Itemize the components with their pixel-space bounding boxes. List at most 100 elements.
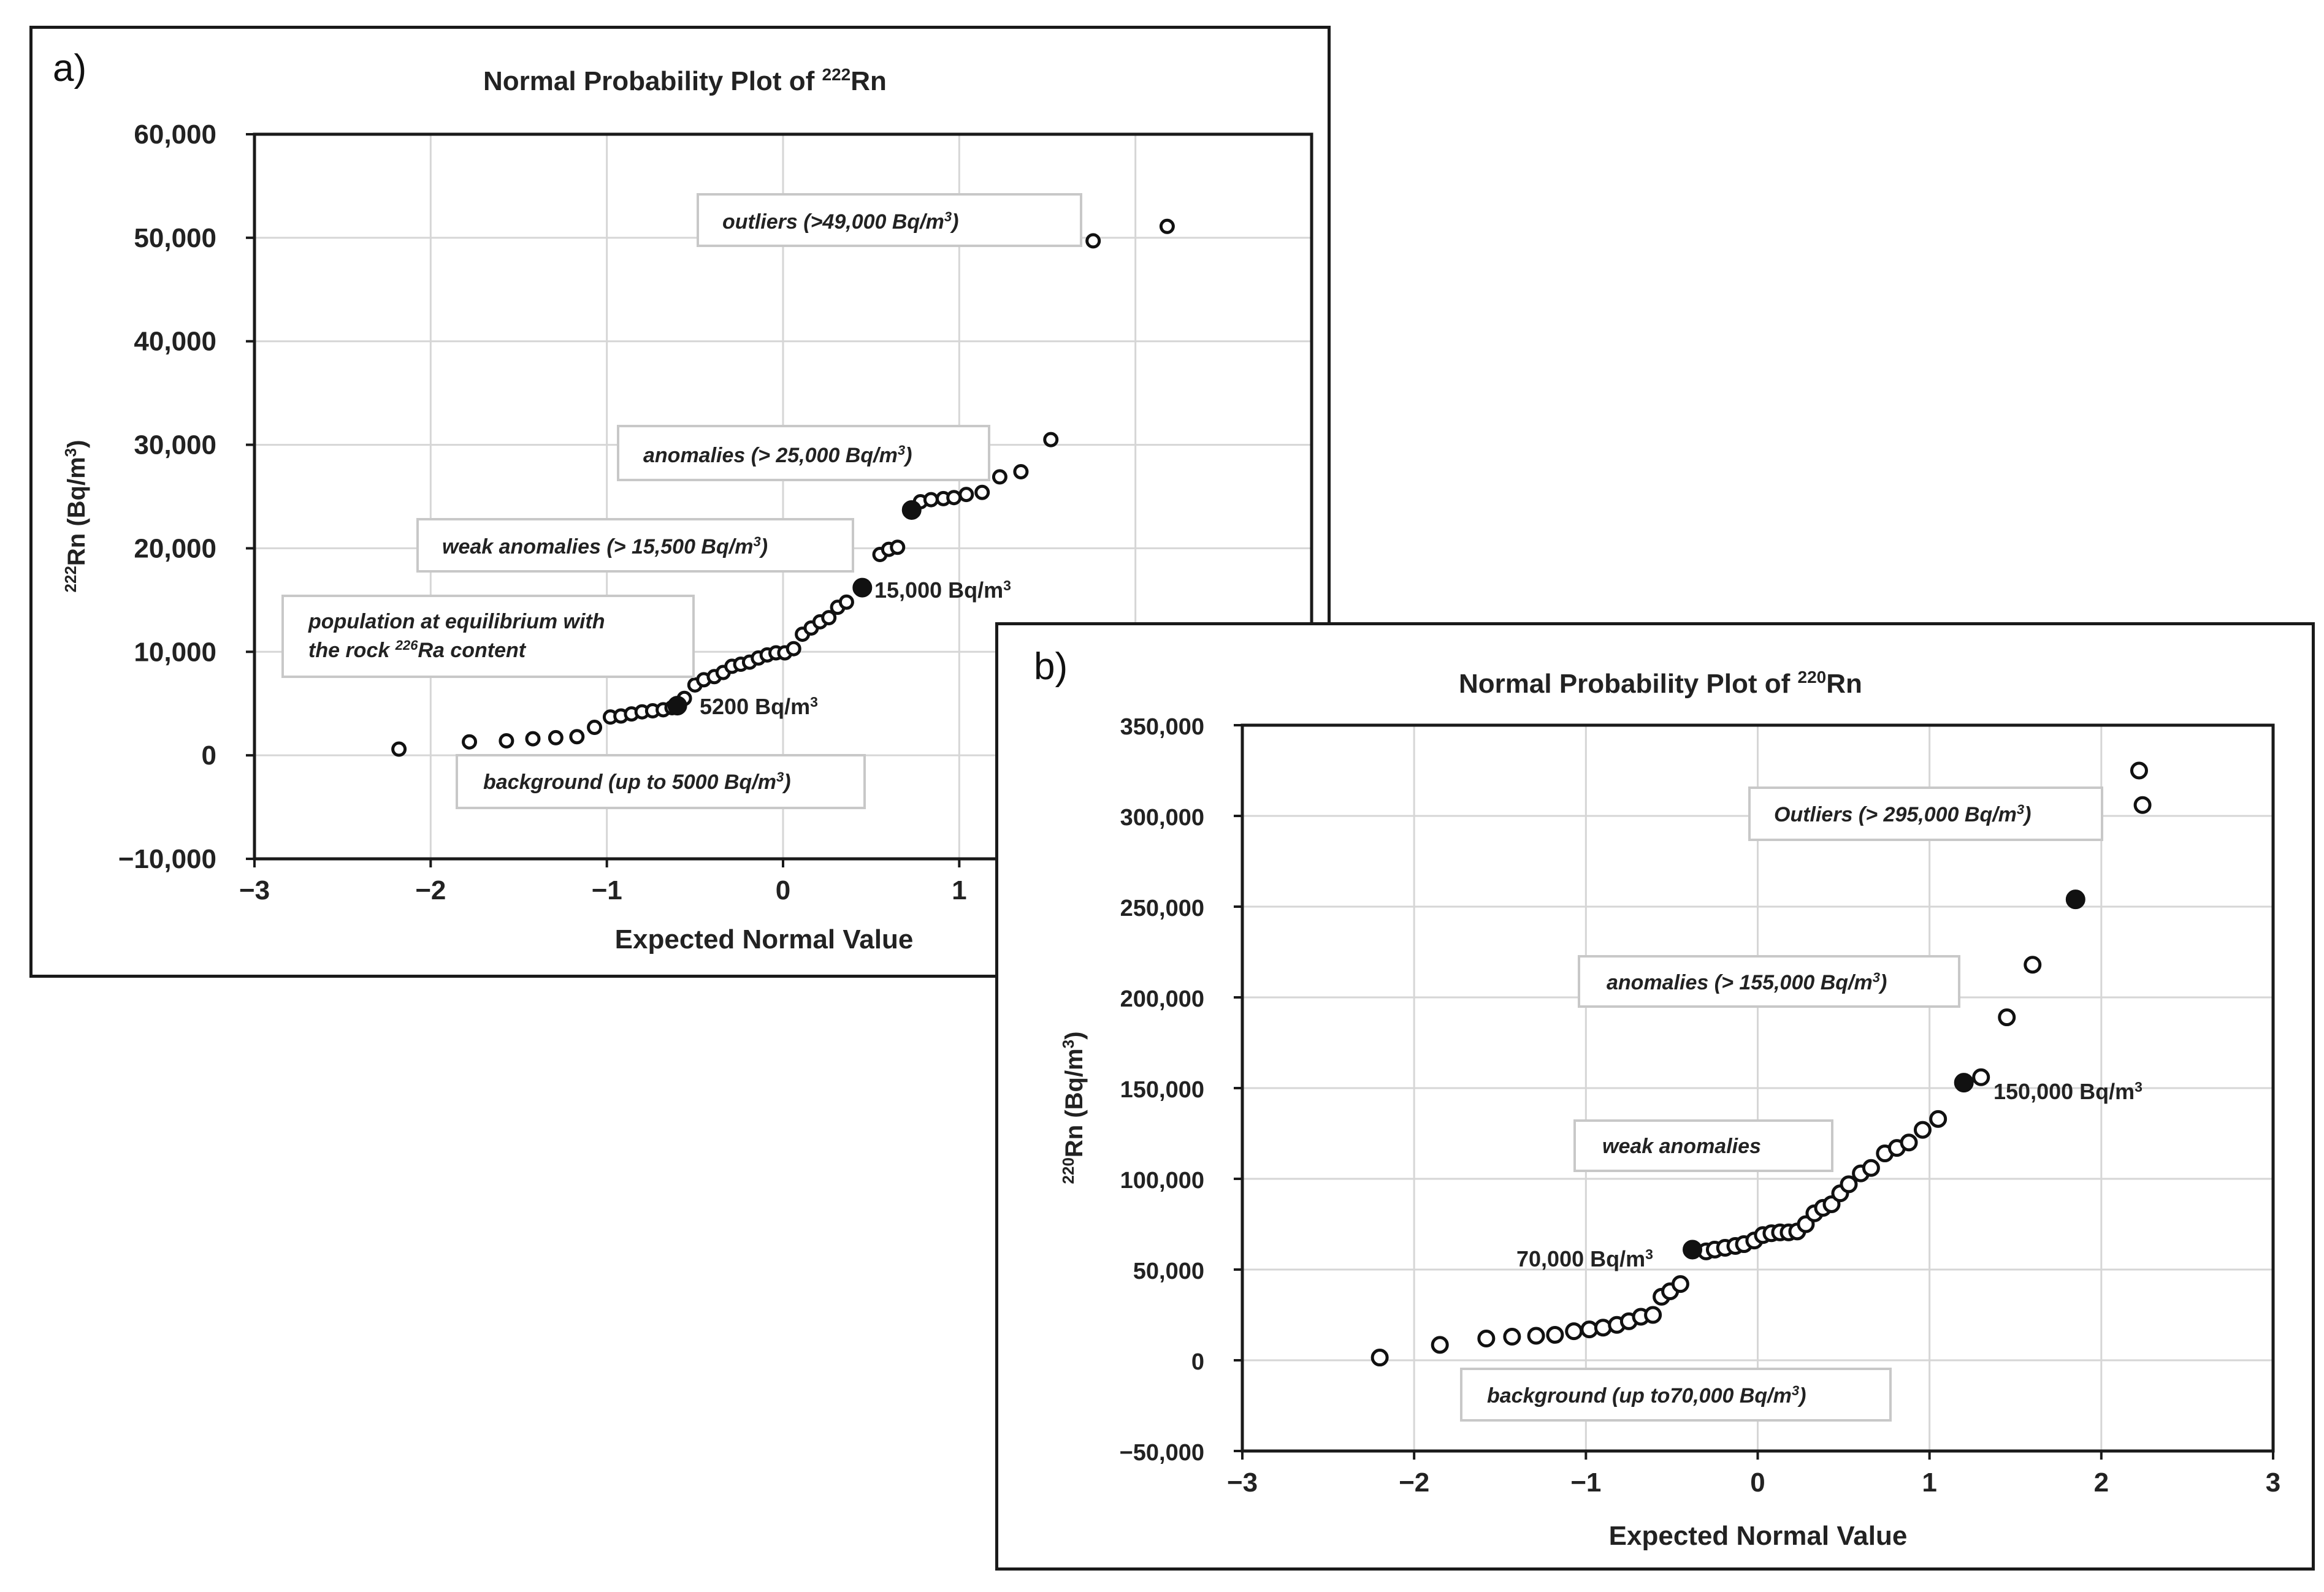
data-point xyxy=(1913,1121,1932,1139)
y-tick-label: 30,000 xyxy=(134,430,216,460)
data-point xyxy=(1594,1319,1612,1337)
threshold-point xyxy=(1683,1240,1703,1260)
y-tick-label: 50,000 xyxy=(1133,1259,1204,1284)
svg-text:weak anomalies: weak anomalies xyxy=(1602,1135,1761,1158)
x-tick-label: −3 xyxy=(239,875,270,905)
data-point xyxy=(1565,1322,1583,1341)
y-tick-label: 20,000 xyxy=(134,533,216,563)
data-point xyxy=(1370,1349,1389,1367)
x-tick-label: 1 xyxy=(952,875,966,905)
svg-text:the rock 226Ra content: the rock 226Ra content xyxy=(308,638,527,662)
data-point xyxy=(890,539,906,555)
x-tick-label: 0 xyxy=(776,875,790,905)
data-point xyxy=(2024,956,2042,974)
data-point xyxy=(923,492,939,508)
data-point xyxy=(1431,1336,1449,1354)
svg-text:weak anomalies (> 15,500 Bq/m3: weak anomalies (> 15,500 Bq/m3) xyxy=(442,534,768,558)
annotation-anomalies-a: anomalies (> 25,000 Bq/m3) xyxy=(617,425,990,481)
y-tick-label: 250,000 xyxy=(1120,896,1204,921)
svg-text:anomalies (> 155,000 Bq/m3): anomalies (> 155,000 Bq/m3) xyxy=(1607,970,1887,994)
y-axis-label-b: 220Rn (Bq/m3) xyxy=(1059,1032,1088,1184)
y-tick-label: 60,000 xyxy=(134,120,216,150)
x-axis-label-a: Expected Normal Value xyxy=(615,924,914,954)
data-point xyxy=(569,729,585,745)
data-point xyxy=(1085,233,1101,249)
y-axis-label-a: 222Rn (Bq/m3) xyxy=(61,440,90,593)
data-point xyxy=(499,733,514,749)
svg-text:background (up to70,000 Bq/m3): background (up to70,000 Bq/m3) xyxy=(1487,1383,1806,1407)
marker-label-150000: 150,000 Bq/m3 xyxy=(1993,1079,2142,1104)
data-point xyxy=(525,731,541,747)
y-tick-label: 150,000 xyxy=(1120,1077,1204,1103)
y-tick-label: 200,000 xyxy=(1120,986,1204,1012)
data-point xyxy=(1527,1327,1545,1345)
svg-text:population at equilibrium with: population at equilibrium with xyxy=(308,610,605,633)
chart-title-a: Normal Probability Plot of 222Rn xyxy=(483,65,887,96)
svg-text:outliers (>49,000 Bq/m3): outliers (>49,000 Bq/m3) xyxy=(722,209,958,234)
chart-b-svg: b) Normal Probability Plot of 220Rn −3 −2… xyxy=(1034,646,2280,1551)
y-tick-label: 0 xyxy=(1191,1349,1204,1375)
marker-label-15000: 15,000 Bq/m3 xyxy=(874,577,1011,603)
annotation-population-a: population at equilibrium with the rock … xyxy=(281,595,695,678)
data-point xyxy=(838,594,854,610)
x-tick-label: −1 xyxy=(592,875,622,905)
data-point xyxy=(1503,1328,1521,1346)
data-point xyxy=(821,610,837,626)
data-point xyxy=(1159,218,1175,234)
chart-a-svg: a) Normal Probability Plot of 222Rn −3 −2… xyxy=(53,47,1319,954)
data-point xyxy=(1546,1326,1564,1344)
svg-text:Outliers (> 295,000 Bq/m3): Outliers (> 295,000 Bq/m3) xyxy=(1774,802,2031,826)
chart-panel-a: a) Normal Probability Plot of 222Rn −3 −2… xyxy=(29,26,1331,978)
chart-title-b: Normal Probability Plot of 220Rn xyxy=(1459,668,1862,699)
data-point xyxy=(1929,1110,1947,1128)
y-tick-label: 10,000 xyxy=(134,637,216,667)
data-point xyxy=(974,484,990,500)
data-point xyxy=(1671,1275,1689,1293)
svg-text:background (up to 5000 Bq/m3): background (up to 5000 Bq/m3) xyxy=(483,769,791,794)
data-point xyxy=(1477,1329,1496,1347)
threshold-point xyxy=(852,577,873,598)
threshold-point xyxy=(1954,1073,1974,1093)
marker-label-5200: 5200 Bq/m3 xyxy=(700,694,818,719)
x-tick-label: −2 xyxy=(415,875,446,905)
y-tick-label: 100,000 xyxy=(1120,1168,1204,1194)
panel-label-a: a) xyxy=(53,47,86,90)
chart-panel-b: b) Normal Probability Plot of 220Rn −3 −2… xyxy=(995,622,2315,1571)
annotation-background-b: background (up to70,000 Bq/m3) xyxy=(1460,1368,1892,1422)
x-tick-label: 2 xyxy=(2094,1468,2109,1498)
annotation-background-a: background (up to 5000 Bq/m3) xyxy=(456,754,866,809)
data-point xyxy=(1972,1068,1990,1086)
data-point xyxy=(785,641,801,657)
x-tick-label: 1 xyxy=(1922,1468,1936,1498)
threshold-point xyxy=(667,696,687,716)
data-point xyxy=(946,490,962,506)
data-point xyxy=(1840,1175,1858,1194)
data-point xyxy=(1862,1159,1880,1177)
annotation-weak-anomalies-b: weak anomalies xyxy=(1573,1119,1833,1172)
panel-label-b: b) xyxy=(1034,646,1068,688)
annotation-outliers-a: outliers (>49,000 Bq/m3) xyxy=(697,193,1082,247)
y-tick-label: 50,000 xyxy=(134,223,216,253)
data-point xyxy=(992,469,1007,485)
y-tick-label: 300,000 xyxy=(1120,805,1204,831)
data-point xyxy=(1900,1133,1918,1152)
data-point xyxy=(1043,432,1059,448)
y-tick-label: −10,000 xyxy=(118,844,216,874)
data-point xyxy=(462,734,478,750)
x-tick-label: 3 xyxy=(2266,1468,2280,1498)
data-point xyxy=(2130,761,2148,780)
annotation-weak-anomalies-a: weak anomalies (> 15,500 Bq/m3) xyxy=(416,518,854,573)
y-tick-label: 40,000 xyxy=(134,327,216,357)
svg-text:anomalies (> 25,000 Bq/m3): anomalies (> 25,000 Bq/m3) xyxy=(643,443,912,467)
data-point xyxy=(958,487,974,503)
data-point xyxy=(548,729,564,745)
x-tick-label: −2 xyxy=(1399,1468,1429,1498)
threshold-point xyxy=(2065,889,2085,910)
x-axis-label-b: Expected Normal Value xyxy=(1609,1521,1908,1551)
x-tick-label: −1 xyxy=(1570,1468,1601,1498)
annotation-outliers-b: Outliers (> 295,000 Bq/m3) xyxy=(1748,786,2103,841)
y-tick-label: 0 xyxy=(202,741,216,771)
marker-label-70000: 70,000 Bq/m3 xyxy=(1516,1246,1653,1271)
data-point xyxy=(587,720,603,736)
y-tick-label: 350,000 xyxy=(1120,714,1204,740)
